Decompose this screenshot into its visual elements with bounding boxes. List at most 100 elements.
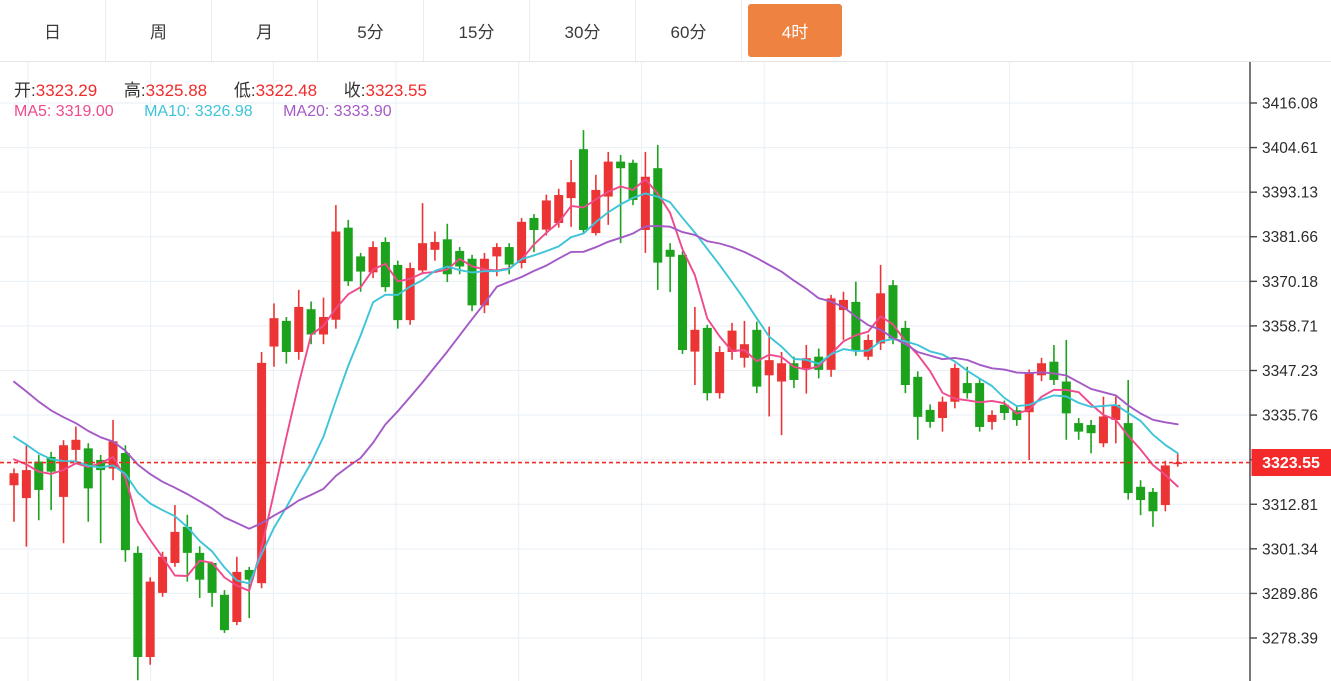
candle-body	[232, 571, 242, 623]
candle-body	[1160, 465, 1170, 506]
candle-body	[1123, 423, 1133, 494]
candle-body	[913, 376, 923, 417]
high-value: 3325.88	[145, 81, 208, 100]
current-price-label: 3323.55	[1262, 455, 1320, 472]
close-pair: 收:3323.55	[344, 81, 427, 100]
ma5-value: 3319.00	[55, 103, 114, 120]
candle-body	[876, 293, 886, 344]
candle-body	[603, 161, 613, 197]
candle-body	[678, 254, 688, 351]
ma20-line	[13, 225, 1179, 530]
candle-body	[962, 383, 972, 394]
candle-body	[368, 247, 378, 273]
candle-body	[418, 243, 428, 271]
low-value: 3322.48	[255, 81, 318, 100]
candle-body	[591, 189, 601, 234]
ma5-label: MA5:	[14, 103, 52, 120]
candle-body	[158, 556, 168, 593]
candle-body	[269, 318, 279, 347]
candle-body	[715, 351, 725, 394]
candle-body	[170, 531, 180, 563]
candle-body	[640, 176, 650, 230]
ma20-label: MA20:	[283, 103, 330, 120]
close-label: 收:	[343, 81, 366, 100]
candle-body	[1136, 486, 1146, 501]
candle-body	[764, 360, 774, 376]
open-pair: 开:3323.29	[14, 81, 97, 100]
candle-body	[1012, 410, 1022, 420]
tab-month[interactable]: 月	[212, 0, 318, 61]
candle-body	[1148, 491, 1158, 512]
tab-15min[interactable]: 15分	[424, 0, 530, 61]
candle-body	[1024, 372, 1034, 413]
tab-60min[interactable]: 60分	[636, 0, 742, 61]
open-value: 3323.29	[35, 81, 98, 100]
candle-body	[950, 367, 960, 402]
ma10-line	[13, 192, 1179, 585]
ma20-value: 3333.90	[333, 103, 392, 120]
tab-week[interactable]: 周	[106, 0, 212, 61]
candle-body	[665, 249, 675, 257]
ma5-line	[13, 178, 1179, 592]
candle-body	[925, 409, 935, 422]
candle-body	[888, 285, 898, 339]
candle-body	[133, 552, 143, 657]
ma-legend: MA5: 3319.00 MA10: 3326.98 MA20: 3333.90	[14, 103, 418, 121]
tab-5min[interactable]: 5分	[318, 0, 424, 61]
candle-body	[752, 329, 762, 387]
y-axis-label: 3289.86	[1262, 586, 1318, 603]
candle-body	[975, 383, 985, 427]
candle-body	[479, 258, 489, 306]
candle-body	[541, 200, 551, 230]
candle-body	[343, 227, 353, 282]
candle-body	[331, 231, 341, 320]
candle-body	[938, 401, 947, 419]
low-pair: 低:3322.48	[234, 81, 317, 100]
ma10-label: MA10:	[144, 103, 191, 120]
candle-body	[120, 453, 130, 551]
candlestick-chart[interactable]: 3416.08 3404.61 3393.13 3381.66 3370.18 3358.…	[0, 62, 1331, 681]
candle-body	[492, 247, 502, 257]
y-axis-label: 3393.13	[1262, 185, 1318, 202]
ma5-legend-item: MA5: 3319.00	[14, 103, 114, 120]
candle-body	[616, 161, 626, 169]
candle-body	[801, 358, 811, 369]
candle-body	[999, 404, 1009, 413]
candle-body	[1098, 416, 1108, 444]
candle-body	[467, 258, 477, 306]
candle-body	[529, 217, 539, 230]
timeframe-tabbar: 日 周 月 5分 15分 30分 60分 4时	[0, 0, 1331, 62]
candle-body	[306, 309, 316, 335]
y-axis-label: 3278.39	[1262, 630, 1318, 647]
ohlc-legend: 开:3323.29 高:3325.88 低:3322.48 收:3323.55	[14, 76, 449, 101]
candle-body	[219, 594, 229, 631]
candle-body	[430, 242, 440, 250]
tab-4hour[interactable]: 4时	[748, 4, 842, 57]
candle-body	[826, 298, 836, 370]
candle-body	[702, 327, 712, 394]
candle-body	[1037, 363, 1047, 376]
candle-body	[207, 562, 217, 593]
candle-body	[393, 264, 403, 321]
candle-body	[257, 362, 267, 584]
ma10-legend-item: MA10: 3326.98	[144, 103, 253, 120]
candle-body	[777, 363, 787, 382]
tab-day[interactable]: 日	[0, 0, 106, 61]
y-axis-label: 3301.34	[1262, 541, 1318, 558]
candle-body	[838, 299, 848, 311]
close-value: 3323.55	[365, 81, 427, 100]
candle-body	[46, 456, 56, 472]
high-label: 高:	[123, 81, 146, 100]
candle-body	[281, 320, 291, 352]
candle-body	[244, 569, 254, 580]
ma10-value: 3326.98	[194, 103, 253, 120]
y-axis-label: 3370.18	[1262, 274, 1318, 291]
chart-canvas[interactable]: 3416.08 3404.61 3393.13 3381.66 3370.18 3358.…	[0, 62, 1331, 681]
candle-body	[9, 473, 19, 486]
y-axis-label: 3335.76	[1262, 408, 1318, 425]
candle-body	[182, 526, 192, 553]
tab-30min[interactable]: 30分	[530, 0, 636, 61]
candle-body	[83, 448, 93, 489]
candle-body	[442, 239, 452, 275]
candle-body	[195, 552, 205, 580]
